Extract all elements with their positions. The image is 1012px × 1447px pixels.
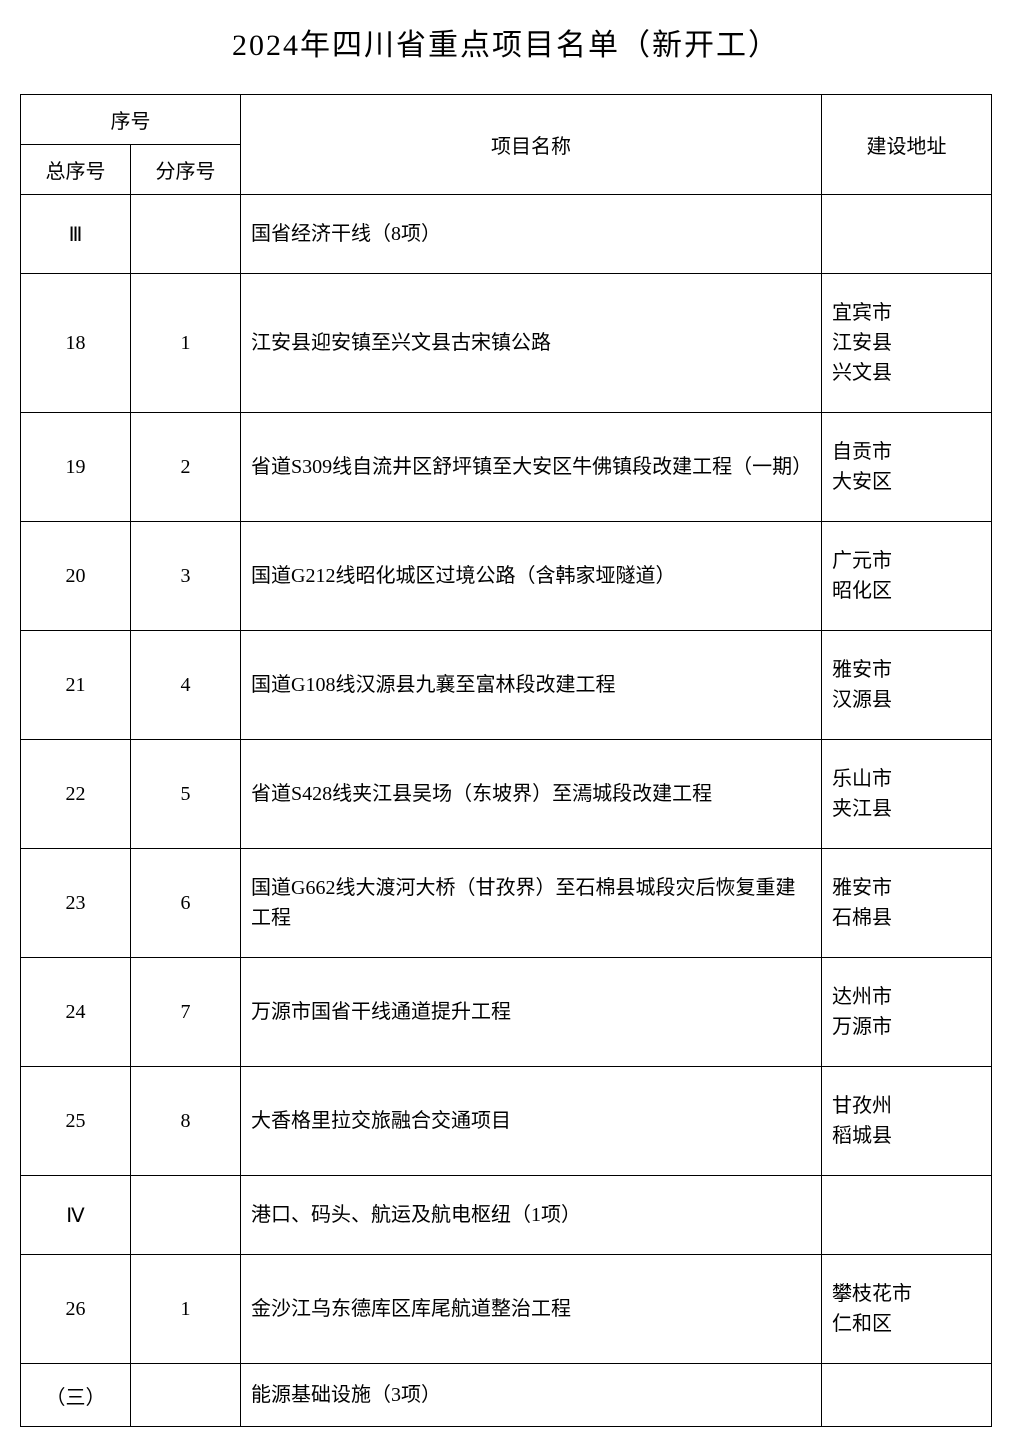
table-header: 序号 项目名称 建设地址 总序号 分序号 [21,95,992,195]
cell-address [822,1176,992,1255]
cell-total-seq: 20 [21,522,131,631]
cell-total-seq: Ⅲ [21,195,131,274]
header-seq-group: 序号 [21,95,241,145]
table-row: 247万源市国省干线通道提升工程达州市万源市 [21,958,992,1067]
cell-project-name: 国道G212线昭化城区过境公路（含韩家垭隧道） [241,522,822,631]
cell-total-seq: 23 [21,849,131,958]
header-total-seq: 总序号 [21,145,131,195]
table-row: Ⅳ 港口、码头、航运及航电枢纽（1项） [21,1176,992,1255]
cell-total-seq: Ⅳ [21,1176,131,1255]
page-title: 2024年四川省重点项目名单（新开工） [20,20,992,64]
cell-address: 攀枝花市仁和区 [822,1255,992,1364]
cell-project-name: 万源市国省干线通道提升工程 [241,958,822,1067]
table-row: 192省道S309线自流井区舒坪镇至大安区牛佛镇段改建工程（一期）自贡市大安区 [21,413,992,522]
cell-sub-seq: 4 [131,631,241,740]
cell-total-seq: 24 [21,958,131,1067]
table-row: 181江安县迎安镇至兴文县古宋镇公路宜宾市江安县兴文县 [21,274,992,413]
cell-project-name: 江安县迎安镇至兴文县古宋镇公路 [241,274,822,413]
cell-address: 乐山市夹江县 [822,740,992,849]
cell-address: 自贡市大安区 [822,413,992,522]
cell-sub-seq: 5 [131,740,241,849]
cell-project-name: 金沙江乌东德库区库尾航道整治工程 [241,1255,822,1364]
cell-project-name: 国省经济干线（8项） [241,195,822,274]
cell-sub-seq: 1 [131,1255,241,1364]
cell-total-seq: 22 [21,740,131,849]
header-project-name: 项目名称 [241,95,822,195]
cell-sub-seq: 1 [131,274,241,413]
cell-total-seq: 26 [21,1255,131,1364]
projects-table: 序号 项目名称 建设地址 总序号 分序号 Ⅲ国省经济干线（8项）181江安县迎安… [20,94,992,1427]
cell-address: 达州市万源市 [822,958,992,1067]
cell-project-name: 能源基础设施（3项） [241,1364,822,1427]
cell-project-name: 港口、码头、航运及航电枢纽（1项） [241,1176,822,1255]
table-row: Ⅲ 国省经济干线（8项） [21,195,992,274]
cell-sub-seq [131,1176,241,1255]
table-row: （三） 能源基础设施（3项） [21,1364,992,1427]
cell-total-seq: 25 [21,1067,131,1176]
cell-address: 宜宾市江安县兴文县 [822,274,992,413]
header-sub-seq: 分序号 [131,145,241,195]
cell-project-name: 国道G662线大渡河大桥（甘孜界）至石棉县城段灾后恢复重建工程 [241,849,822,958]
cell-project-name: 国道G108线汉源县九襄至富林段改建工程 [241,631,822,740]
cell-total-seq: 19 [21,413,131,522]
table-body: Ⅲ国省经济干线（8项）181江安县迎安镇至兴文县古宋镇公路宜宾市江安县兴文县19… [21,195,992,1427]
table-row: 258大香格里拉交旅融合交通项目甘孜州稻城县 [21,1067,992,1176]
cell-address [822,195,992,274]
cell-project-name: 大香格里拉交旅融合交通项目 [241,1067,822,1176]
cell-address [822,1364,992,1427]
cell-project-name: 省道S309线自流井区舒坪镇至大安区牛佛镇段改建工程（一期） [241,413,822,522]
cell-sub-seq [131,195,241,274]
cell-address: 雅安市石棉县 [822,849,992,958]
cell-sub-seq: 2 [131,413,241,522]
cell-total-seq: 21 [21,631,131,740]
cell-sub-seq: 8 [131,1067,241,1176]
table-row: 261金沙江乌东德库区库尾航道整治工程攀枝花市仁和区 [21,1255,992,1364]
cell-sub-seq: 3 [131,522,241,631]
cell-address: 广元市昭化区 [822,522,992,631]
table-row: 225省道S428线夹江县吴场（东坡界）至漹城段改建工程乐山市夹江县 [21,740,992,849]
cell-total-seq: （三） [21,1364,131,1427]
cell-total-seq: 18 [21,274,131,413]
cell-address: 甘孜州稻城县 [822,1067,992,1176]
cell-sub-seq [131,1364,241,1427]
cell-sub-seq: 7 [131,958,241,1067]
cell-project-name: 省道S428线夹江县吴场（东坡界）至漹城段改建工程 [241,740,822,849]
table-row: 203国道G212线昭化城区过境公路（含韩家垭隧道）广元市昭化区 [21,522,992,631]
cell-address: 雅安市汉源县 [822,631,992,740]
table-row: 214国道G108线汉源县九襄至富林段改建工程雅安市汉源县 [21,631,992,740]
cell-sub-seq: 6 [131,849,241,958]
header-address: 建设地址 [822,95,992,195]
table-row: 236国道G662线大渡河大桥（甘孜界）至石棉县城段灾后恢复重建工程雅安市石棉县 [21,849,992,958]
